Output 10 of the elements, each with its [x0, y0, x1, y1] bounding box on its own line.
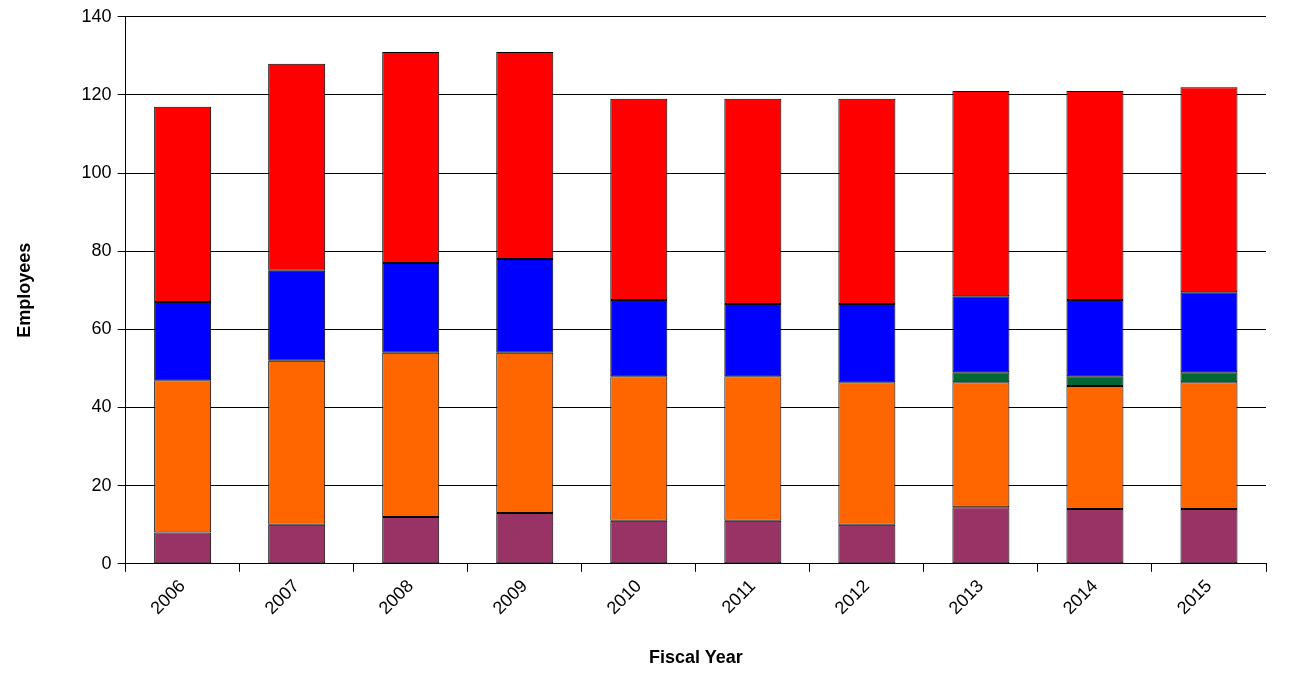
- y-tick-label: 60: [91, 318, 112, 339]
- y-tick-label: 100: [81, 162, 112, 183]
- y-axis-title: Employees: [13, 242, 34, 338]
- x-axis-title: Fiscal Year: [648, 647, 743, 668]
- y-tick-label: 120: [81, 83, 112, 104]
- y-tick-label: 80: [91, 240, 112, 261]
- y-tick-label: 0: [101, 552, 112, 573]
- y-tick-label: 20: [91, 474, 112, 495]
- y-tick-label: 140: [81, 5, 112, 26]
- y-tick-label: 40: [91, 396, 112, 417]
